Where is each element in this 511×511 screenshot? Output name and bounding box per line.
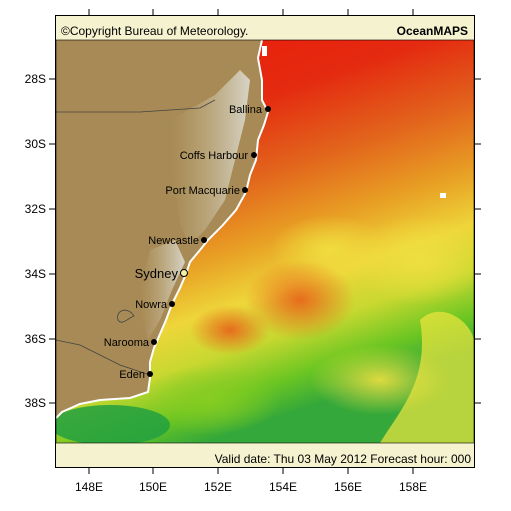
eddy bbox=[245, 260, 355, 340]
lat-tick-label: 30S bbox=[25, 137, 46, 151]
city-marker-nowra bbox=[169, 301, 175, 307]
lat-tick-label: 34S bbox=[25, 267, 46, 281]
city-marker-newcastle bbox=[201, 237, 207, 243]
city-labels: Ballina Coffs Harbour Port Macquarie New… bbox=[104, 104, 263, 381]
city-marker-narooma bbox=[151, 339, 157, 345]
product-name: OceanMAPS bbox=[396, 24, 468, 38]
state-border bbox=[56, 99, 216, 113]
city-markers bbox=[147, 106, 271, 377]
lat-tick-label: 38S bbox=[25, 396, 46, 410]
longitude-labels: 148E 150E 152E 154E 156E 158E bbox=[75, 480, 427, 494]
lon-tick-label: 148E bbox=[75, 480, 103, 494]
eddy bbox=[380, 311, 474, 443]
highlands bbox=[140, 240, 185, 340]
map-area bbox=[56, 40, 474, 443]
state-border bbox=[56, 339, 151, 376]
copyright-text: ©Copyright Bureau of Meteorology. bbox=[61, 24, 249, 38]
cool-water bbox=[56, 405, 170, 443]
lon-tick-label: 154E bbox=[269, 480, 297, 494]
lat-tick-label: 32S bbox=[25, 202, 46, 216]
lon-tick-label: 158E bbox=[399, 480, 427, 494]
lon-tick-label: 156E bbox=[334, 480, 362, 494]
city-label: Eden bbox=[119, 369, 145, 381]
cool-eddy bbox=[140, 365, 280, 435]
city-label: Ballina bbox=[229, 104, 263, 116]
city-label: Nowra bbox=[135, 299, 168, 311]
island bbox=[262, 46, 267, 56]
territory-border bbox=[117, 309, 135, 323]
city-label: Coffs Harbour bbox=[180, 150, 249, 162]
city-marker-coffs-harbour bbox=[251, 152, 257, 158]
latitude-labels: 28S 30S 32S 34S 36S 38S bbox=[25, 72, 46, 410]
latitude-axis bbox=[49, 78, 481, 404]
highlands bbox=[170, 70, 250, 245]
map-header: ©Copyright Bureau of Meteorology. OceanM… bbox=[56, 20, 474, 40]
map-border bbox=[55, 39, 475, 444]
island bbox=[440, 193, 446, 198]
city-marker-ballina bbox=[265, 106, 271, 112]
eddy bbox=[190, 305, 270, 355]
coastline bbox=[56, 40, 270, 419]
lon-tick-label: 150E bbox=[139, 480, 167, 494]
city-label: Narooma bbox=[104, 337, 150, 349]
city-label: Port Macquarie bbox=[165, 185, 240, 197]
city-label: Newcastle bbox=[148, 235, 199, 247]
city-marker-eden bbox=[147, 371, 153, 377]
longitude-axis bbox=[88, 9, 414, 474]
city-marker-port-macquarie bbox=[242, 187, 248, 193]
city-label: Sydney bbox=[135, 266, 179, 281]
city-marker-sydney bbox=[180, 269, 188, 277]
valid-date-text: Valid date: Thu 03 May 2012 Forecast hou… bbox=[214, 452, 471, 466]
lat-tick-label: 28S bbox=[25, 72, 46, 86]
lat-tick-label: 36S bbox=[25, 332, 46, 346]
lon-tick-label: 152E bbox=[204, 480, 232, 494]
